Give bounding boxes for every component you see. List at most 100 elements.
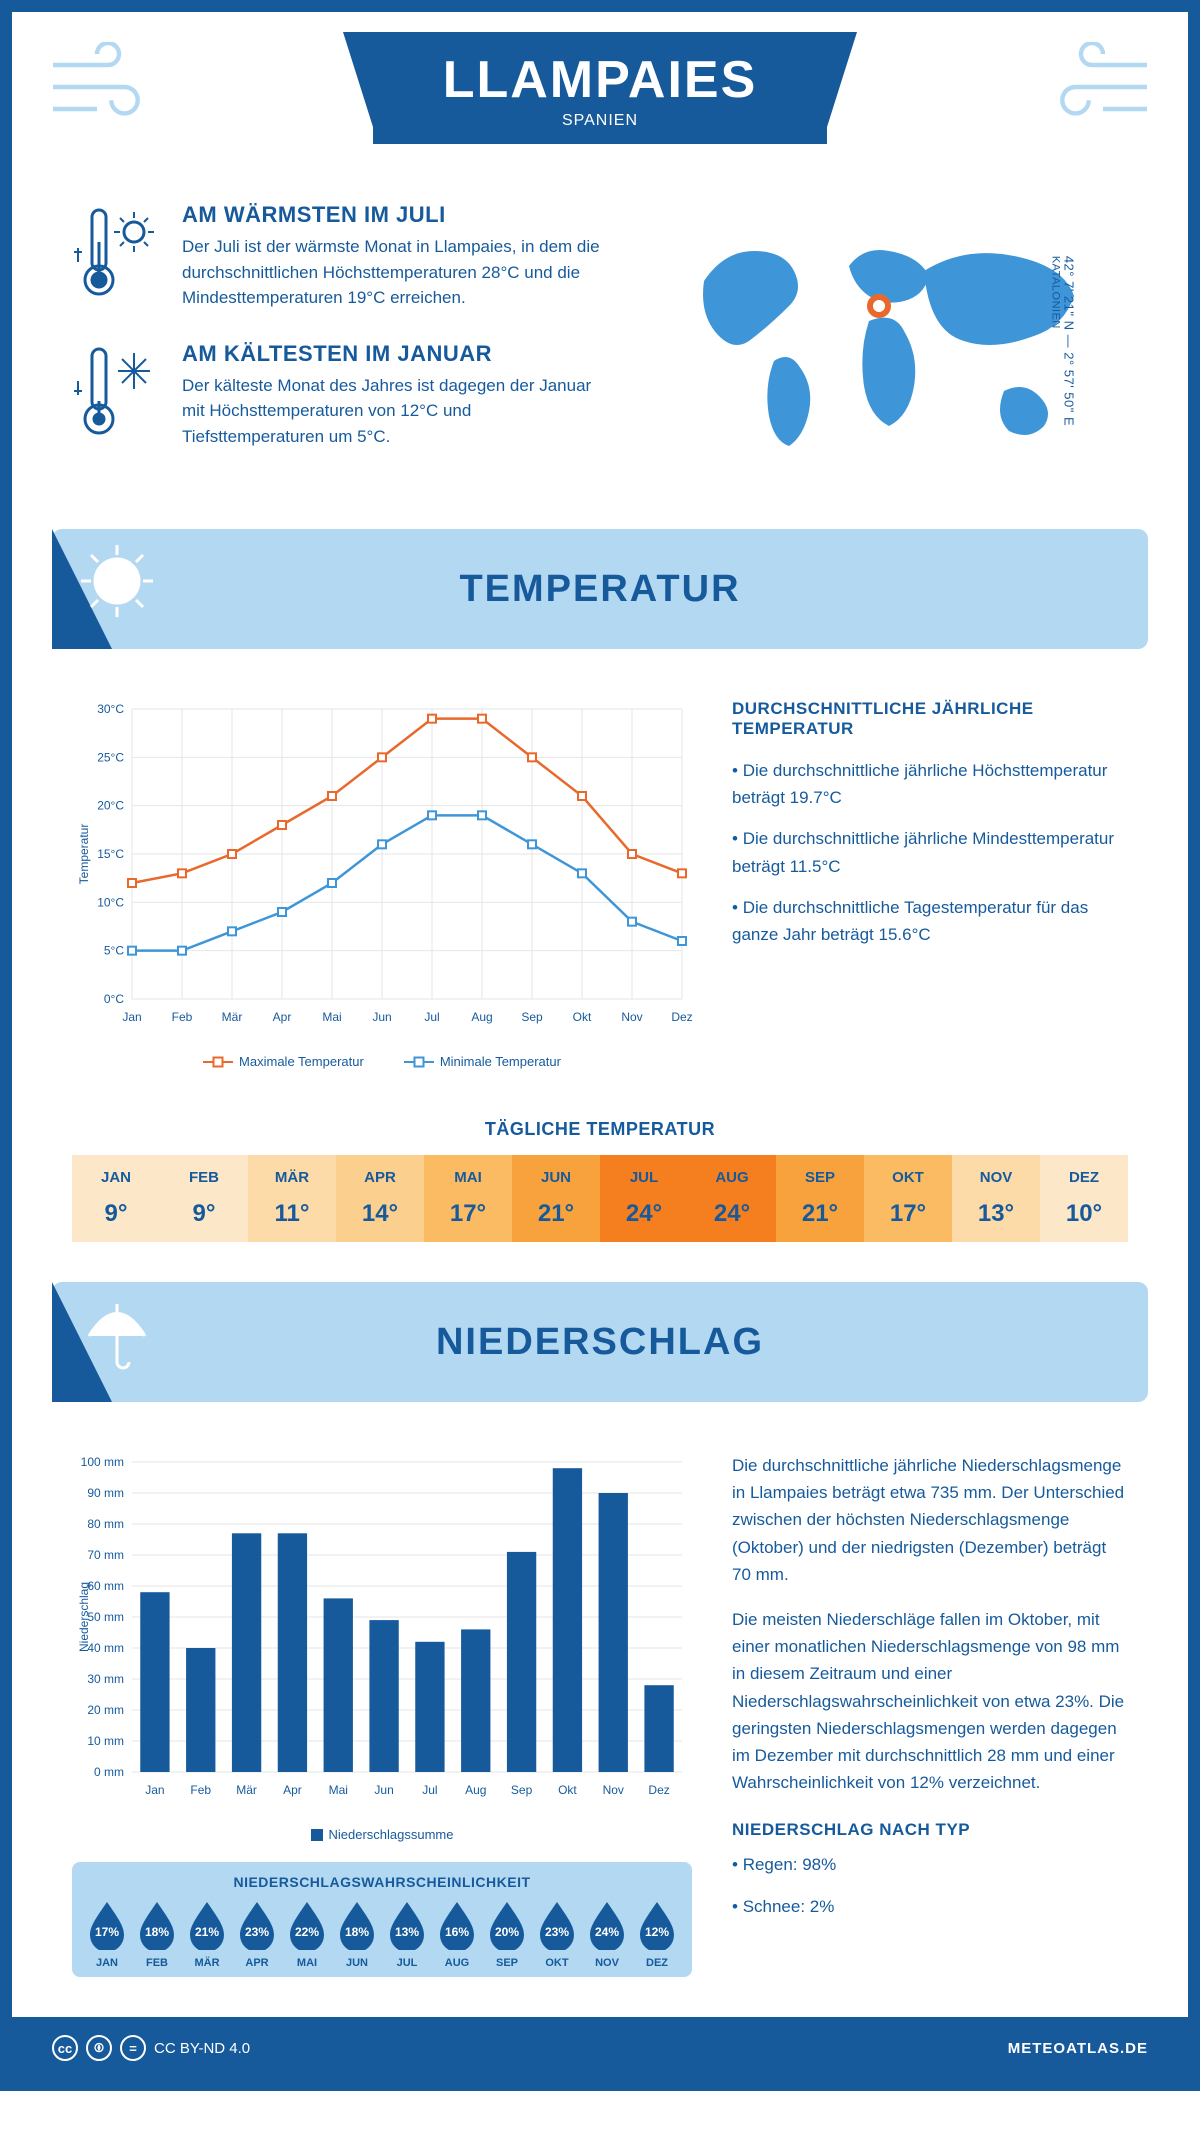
svg-text:25°C: 25°C	[97, 750, 124, 764]
svg-text:15°C: 15°C	[97, 847, 124, 861]
temp-cell: AUG24°	[688, 1155, 776, 1242]
svg-text:Nov: Nov	[621, 1010, 642, 1024]
temp-cell: NOV13°	[952, 1155, 1040, 1242]
svg-text:21%: 21%	[195, 1925, 219, 1939]
svg-text:20%: 20%	[495, 1925, 519, 1939]
svg-text:Aug: Aug	[465, 1783, 486, 1797]
bullet: Die durchschnittliche Tagestemperatur fü…	[732, 894, 1128, 948]
prob-drop: 22% MAI	[282, 1898, 332, 1969]
bullet: Die durchschnittliche jährliche Höchstte…	[732, 757, 1128, 811]
daily-temp-table: JAN9°FEB9°MÄR11°APR14°MAI17°JUN21°JUL24°…	[72, 1155, 1128, 1242]
fact-text: Der Juli ist der wärmste Monat in Llampa…	[182, 234, 609, 311]
temp-cell: JUL24°	[600, 1155, 688, 1242]
svg-text:Mai: Mai	[329, 1783, 348, 1797]
title-ribbon: LLAMPAIES SPANIEN	[373, 32, 828, 144]
temp-cell: OKT17°	[864, 1155, 952, 1242]
svg-text:10 mm: 10 mm	[87, 1734, 124, 1748]
svg-text:18%: 18%	[145, 1925, 169, 1939]
license: cc 🅯 = CC BY-ND 4.0	[52, 2035, 250, 2061]
svg-text:Jan: Jan	[122, 1010, 141, 1024]
svg-text:20 mm: 20 mm	[87, 1703, 124, 1717]
svg-text:90 mm: 90 mm	[87, 1486, 124, 1500]
precip-type: Schnee: 2%	[732, 1893, 1128, 1920]
bullet: Die durchschnittliche jährliche Mindestt…	[732, 825, 1128, 879]
section-title: NIEDERSCHLAG	[436, 1321, 764, 1364]
wind-icon	[1048, 42, 1158, 132]
svg-text:18%: 18%	[345, 1925, 369, 1939]
svg-text:0°C: 0°C	[104, 992, 124, 1006]
temp-cell: FEB9°	[160, 1155, 248, 1242]
svg-text:Okt: Okt	[558, 1783, 577, 1797]
prob-drop: 23% APR	[232, 1898, 282, 1969]
wind-icon	[42, 42, 152, 132]
svg-text:0 mm: 0 mm	[94, 1765, 124, 1779]
header: LLAMPAIES SPANIEN	[12, 12, 1188, 192]
svg-text:Jun: Jun	[372, 1010, 391, 1024]
world-map	[674, 211, 1094, 471]
prob-drop: 20% SEP	[482, 1898, 532, 1969]
svg-text:Jul: Jul	[422, 1783, 437, 1797]
precip-probability-box: NIEDERSCHLAGSWAHRSCHEINLICHKEIT 17% JAN …	[72, 1862, 692, 1977]
svg-text:Jun: Jun	[374, 1783, 393, 1797]
svg-text:50 mm: 50 mm	[87, 1610, 124, 1624]
umbrella-icon	[77, 1294, 157, 1374]
prob-drop: 18% FEB	[132, 1898, 182, 1969]
svg-text:Temperatur: Temperatur	[77, 824, 91, 885]
temp-cell: JAN9°	[72, 1155, 160, 1242]
prob-drop: 13% JUL	[382, 1898, 432, 1969]
prob-title: NIEDERSCHLAGSWAHRSCHEINLICHKEIT	[82, 1874, 682, 1890]
fact-title: AM WÄRMSTEN IM JULI	[182, 202, 609, 228]
chart-legend: Maximale Temperatur Minimale Temperatur	[72, 1054, 692, 1069]
svg-text:Mai: Mai	[322, 1010, 341, 1024]
svg-text:70 mm: 70 mm	[87, 1548, 124, 1562]
nd-icon: =	[120, 2035, 146, 2061]
svg-text:Mär: Mär	[222, 1010, 243, 1024]
svg-text:23%: 23%	[245, 1925, 269, 1939]
thermometer-snow-icon	[72, 341, 162, 441]
svg-text:Dez: Dez	[648, 1783, 669, 1797]
page-subtitle: SPANIEN	[443, 112, 758, 130]
precip-para: Die durchschnittliche jährliche Niedersc…	[732, 1452, 1128, 1588]
temp-cell: APR14°	[336, 1155, 424, 1242]
intro-section: AM WÄRMSTEN IM JULI Der Juli ist der wär…	[12, 192, 1188, 509]
fact-warmest: AM WÄRMSTEN IM JULI Der Juli ist der wär…	[72, 202, 609, 311]
svg-text:Dez: Dez	[671, 1010, 692, 1024]
temperature-line-chart: 0°C5°C10°C15°C20°C25°C30°CJanFebMärAprMa…	[72, 699, 692, 1039]
fact-title: AM KÄLTESTEN IM JANUAR	[182, 341, 609, 367]
prob-drop: 18% JUN	[332, 1898, 382, 1969]
temp-cell: SEP21°	[776, 1155, 864, 1242]
prob-drop: 21% MÄR	[182, 1898, 232, 1969]
svg-text:10°C: 10°C	[97, 895, 124, 909]
svg-text:Apr: Apr	[273, 1010, 292, 1024]
chart-legend: Niederschlagssumme	[72, 1827, 692, 1842]
precip-type: Regen: 98%	[732, 1851, 1128, 1878]
svg-text:Feb: Feb	[172, 1010, 193, 1024]
svg-text:100 mm: 100 mm	[81, 1455, 124, 1469]
svg-text:Jan: Jan	[145, 1783, 164, 1797]
svg-text:60 mm: 60 mm	[87, 1579, 124, 1593]
svg-text:16%: 16%	[445, 1925, 469, 1939]
site-name: METEOATLAS.DE	[1008, 2040, 1148, 2057]
svg-text:30 mm: 30 mm	[87, 1672, 124, 1686]
svg-text:Niederschlag: Niederschlag	[77, 1582, 91, 1652]
svg-text:12%: 12%	[645, 1925, 669, 1939]
section-title: TEMPERATUR	[459, 568, 740, 611]
svg-text:Sep: Sep	[511, 1783, 533, 1797]
side-heading: DURCHSCHNITTLICHE JÄHRLICHE TEMPERATUR	[732, 699, 1128, 739]
precip-type-heading: NIEDERSCHLAG NACH TYP	[732, 1816, 1128, 1843]
svg-text:22%: 22%	[295, 1925, 319, 1939]
temp-cell: DEZ10°	[1040, 1155, 1128, 1242]
temp-cell: JUN21°	[512, 1155, 600, 1242]
svg-text:Sep: Sep	[521, 1010, 543, 1024]
prob-drop: 12% DEZ	[632, 1898, 682, 1969]
precip-types: Regen: 98% Schnee: 2%	[732, 1851, 1128, 1919]
thermometer-sun-icon	[72, 202, 162, 302]
svg-text:13%: 13%	[395, 1925, 419, 1939]
svg-text:Mär: Mär	[236, 1783, 257, 1797]
temp-cell: MÄR11°	[248, 1155, 336, 1242]
section-bar-temperature: TEMPERATUR	[52, 529, 1148, 649]
svg-text:Jul: Jul	[424, 1010, 439, 1024]
page-title: LLAMPAIES	[443, 50, 758, 110]
footer: cc 🅯 = CC BY-ND 4.0 METEOATLAS.DE	[12, 2017, 1188, 2079]
svg-text:24%: 24%	[595, 1925, 619, 1939]
